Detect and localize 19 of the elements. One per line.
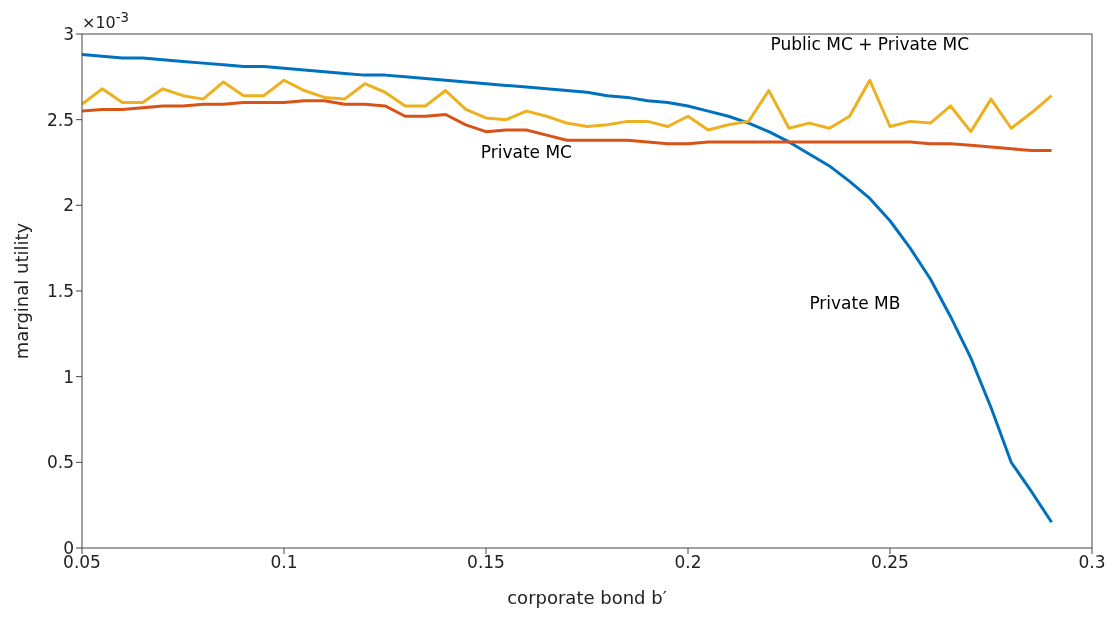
y-tick-label: 1.5	[46, 281, 74, 302]
x-tick-label: 0.25	[871, 552, 909, 573]
y-axis-title: marginal utility	[11, 222, 33, 360]
y-tick-label: 3	[63, 24, 74, 45]
text: Public MC + Private MC	[770, 34, 970, 55]
series-label: Private MC	[480, 141, 573, 162]
x-tick-label: 0.2	[674, 552, 702, 573]
y-tick-label: 1	[63, 366, 74, 387]
x-tick-label: 0.15	[467, 552, 505, 573]
y-tick-label: 0.5	[46, 452, 74, 473]
line-series	[82, 53, 1054, 524]
x-axis-title: corporate bond b′	[507, 587, 667, 608]
y-tick-label: 2	[63, 195, 74, 216]
line-series	[82, 78, 1054, 134]
text: ×10$^{-3}$	[82, 10, 130, 33]
y-tick-label: 2.5	[46, 109, 74, 130]
x-tick-label: 0.3	[1078, 552, 1106, 573]
series-label: Private MB	[809, 293, 901, 314]
x-tick-label: 0.1	[270, 552, 298, 573]
